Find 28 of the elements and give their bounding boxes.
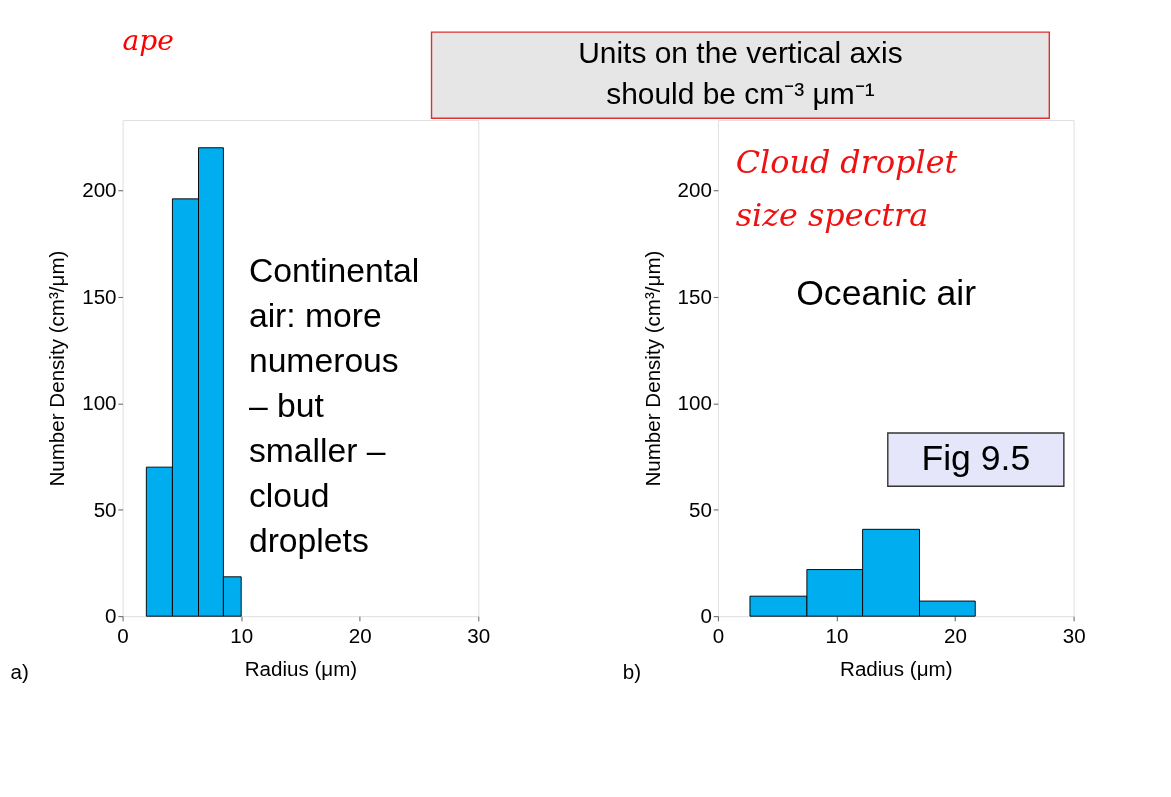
y-tick-label: 0 bbox=[105, 604, 117, 628]
annotation: Cloud droplet size spectra bbox=[735, 143, 958, 234]
x-axis-title: Radius (μm) bbox=[244, 656, 358, 680]
text: a) bbox=[10, 659, 29, 683]
text: Units on the vertical axis should be cm⁻³ μm⁻¹ bbox=[578, 35, 903, 111]
annotation: Continental air: more numerous – but smaller – cloud droplets bbox=[248, 251, 420, 559]
x-axis-title: Radius (μm) bbox=[840, 656, 953, 680]
annotation: Fig 9.5 bbox=[921, 438, 1031, 479]
x-tick-label: 10 bbox=[825, 623, 849, 647]
annotation: Oceanic air bbox=[796, 273, 977, 314]
y-axis-title: Number Density (cm³/μm) bbox=[45, 250, 69, 487]
x-tick-label: 30 bbox=[1062, 623, 1086, 647]
text: ape bbox=[122, 23, 174, 57]
y-axis-title: Number Density (cm³/μm) bbox=[640, 250, 664, 487]
y-tick-label: 0 bbox=[700, 604, 712, 628]
y-tick-label: 150 bbox=[82, 284, 117, 308]
y-tick-label: 200 bbox=[82, 178, 117, 202]
y-tick-label: 100 bbox=[677, 391, 712, 415]
x-tick-label: 20 bbox=[944, 623, 967, 647]
x-tick-label: 30 bbox=[467, 623, 491, 647]
y-tick-label: 50 bbox=[93, 497, 117, 521]
y-tick-label: 50 bbox=[688, 497, 712, 521]
y-tick-label: 200 bbox=[677, 178, 712, 202]
x-tick-label: 20 bbox=[348, 623, 372, 647]
x-tick-label: 10 bbox=[230, 623, 254, 647]
y-tick-label: 150 bbox=[677, 284, 712, 308]
y-tick-label: 100 bbox=[82, 391, 117, 415]
text: b) bbox=[622, 659, 642, 683]
